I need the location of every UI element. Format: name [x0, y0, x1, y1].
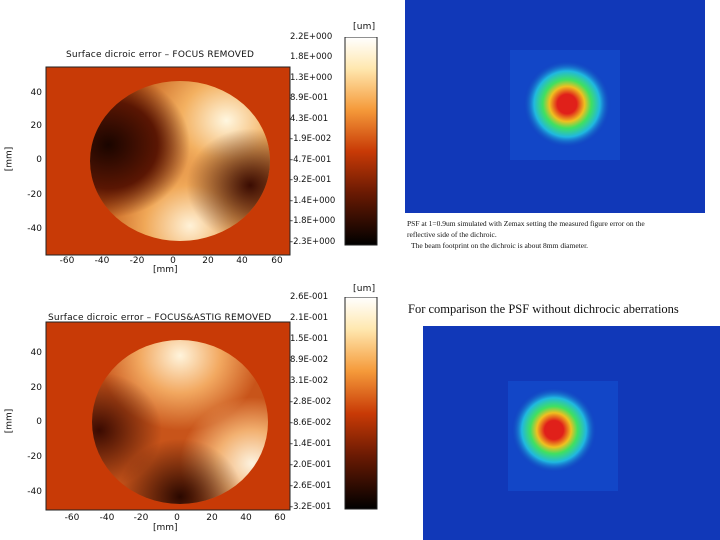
surface-map-panel-top: Surface dicroic error – FOCUS REMOVED: [0, 0, 400, 276]
colorbar-tick: -2.6E-001: [290, 481, 332, 491]
ytick: 20: [30, 383, 42, 393]
ytick: 20: [30, 121, 42, 131]
xtick: 0: [174, 513, 180, 523]
map-title-bottom: Surface dicroic error – FOCUS&ASTIG REMO…: [48, 313, 272, 323]
ytick: 40: [30, 88, 42, 98]
colorbar-tick: -2.0E-001: [290, 460, 332, 470]
psf-spot: [405, 0, 705, 213]
colorbar-tick: -1.8E+000: [290, 216, 336, 226]
colorbar-tick: -9.2E-001: [290, 175, 332, 185]
psf-caption-1: PSF at 1=0.9um simulated with Zemax sett…: [407, 218, 707, 251]
xtick: 20: [206, 513, 218, 523]
ytick: -40: [27, 224, 42, 234]
colorbar-tick: 1.8E+000: [290, 52, 333, 62]
colorbar-unit-bottom: [um]: [353, 284, 376, 294]
psf-spot: [423, 326, 720, 540]
surface-map-bottom: [45, 321, 291, 511]
colorbar-tick: 2.1E-001: [290, 313, 329, 323]
xtick: -20: [133, 513, 149, 523]
map-title-top: Surface dicroic error – FOCUS REMOVED: [66, 50, 255, 60]
xtick: 60: [271, 256, 283, 266]
colorbar-tick: -1.4E-001: [290, 439, 332, 449]
ytick: -40: [27, 487, 42, 497]
colorbar-tick: 4.3E-001: [290, 114, 329, 124]
psf-image-with-aberrations: [405, 0, 705, 213]
colorbar-ticks-bottom: 2.6E-001 2.1E-001 1.5E-001 8.9E-002 3.1E…: [290, 290, 340, 515]
xtick: -20: [129, 256, 145, 266]
xtick: -60: [59, 256, 75, 266]
colorbar-bottom: [344, 297, 378, 510]
colorbar-tick: 2.2E+000: [290, 32, 333, 42]
colorbar-top: [344, 37, 378, 246]
colorbar-tick: -2.3E+000: [290, 237, 336, 247]
y-axis-label: [mm]: [4, 408, 15, 434]
surface-map-panel-bottom: Surface dicroic error – FOCUS&ASTIG REMO…: [0, 279, 400, 540]
colorbar-tick: -1.4E+000: [290, 196, 336, 206]
psf-caption-line: reflective side of the dichroic.: [407, 230, 497, 239]
xtick: -40: [99, 513, 115, 523]
psf-caption-line: PSF at 1=0.9um simulated with Zemax sett…: [407, 219, 645, 228]
ytick: 0: [36, 155, 42, 165]
xtick: 60: [274, 513, 286, 523]
colorbar-tick: 8.9E-001: [290, 93, 329, 103]
ytick: 0: [36, 417, 42, 427]
colorbar-tick: 3.1E-002: [290, 376, 329, 386]
ytick: 40: [30, 348, 42, 358]
colorbar-tick: 2.6E-001: [290, 292, 329, 302]
colorbar-ticks-top: 2.2E+000 1.8E+000 1.3E+000 8.9E-001 4.3E…: [290, 30, 340, 250]
colorbar-tick: 8.9E-002: [290, 355, 329, 365]
psf-image-reference: [423, 326, 720, 540]
xtick: -60: [64, 513, 80, 523]
xtick: 0: [170, 256, 176, 266]
x-axis-label: [mm]: [153, 265, 178, 275]
psf-caption-2: For comparison the PSF without dichrocic…: [408, 302, 679, 316]
psf-caption-line: The beam footprint on the dichroic is ab…: [411, 241, 589, 250]
colorbar-tick: 1.5E-001: [290, 334, 329, 344]
colorbar-tick: -8.6E-002: [290, 418, 332, 428]
colorbar-tick: -2.8E-002: [290, 397, 332, 407]
xtick: 40: [240, 513, 252, 523]
y-axis-label: [mm]: [4, 146, 15, 172]
x-axis-label: [mm]: [153, 523, 178, 533]
ytick: -20: [27, 452, 42, 462]
colorbar-tick: -1.9E-002: [290, 134, 332, 144]
ytick: -20: [27, 190, 42, 200]
xtick: 40: [236, 256, 248, 266]
xtick: 20: [202, 256, 214, 266]
xtick: -40: [94, 256, 110, 266]
colorbar-tick: -4.7E-001: [290, 155, 332, 165]
colorbar-tick: -3.2E-001: [290, 502, 332, 512]
colorbar-unit-top: [um]: [353, 22, 376, 32]
surface-map-top: [45, 66, 291, 256]
colorbar-tick: 1.3E+000: [290, 73, 333, 83]
